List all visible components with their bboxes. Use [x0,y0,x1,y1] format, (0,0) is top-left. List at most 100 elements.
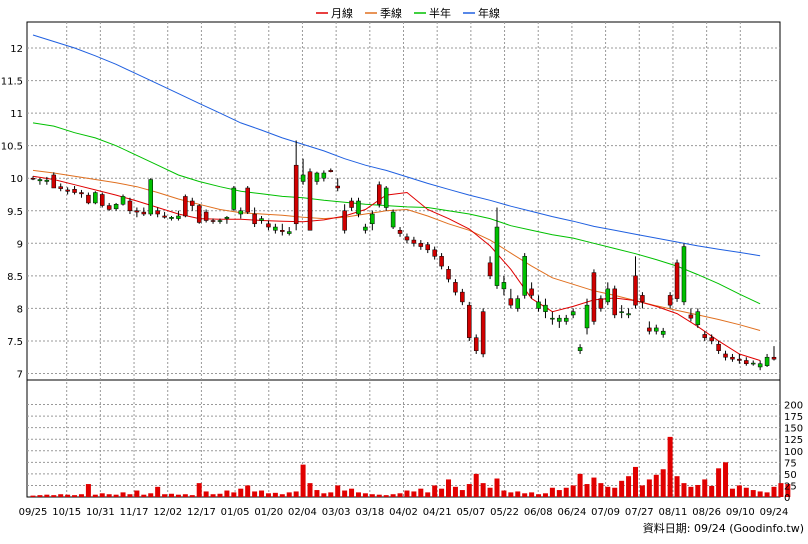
candle-body [404,236,410,241]
volume-bar [466,484,472,497]
candle-body [37,179,43,182]
candle-body [314,172,320,182]
candle-body [411,239,417,244]
price-tick-label: 9 [17,239,23,250]
volume-bar [764,492,770,497]
moving-average-lines [32,34,761,361]
candle-body [695,311,701,325]
volume-bar [293,491,299,497]
candle-body [210,220,216,222]
volume-bar [750,490,756,497]
candle-body [480,311,486,355]
candle-body [245,187,250,213]
volume-bar [681,483,687,497]
candle-body [688,314,694,319]
volume-bar [729,488,735,497]
candle-body [647,327,652,332]
volume-bar [44,494,50,497]
volume-bar [245,485,251,497]
volume-bar [549,487,555,497]
candle-body [522,256,527,296]
volume-bar [390,494,396,497]
candle-body [342,210,347,231]
volume-bar [577,473,583,497]
volume-bar [529,492,535,497]
candle-body [660,330,666,335]
candle-body [557,317,562,322]
candle-body [259,218,264,221]
volume-bar [446,479,452,497]
volume-bar [148,493,154,497]
volume-bar [598,483,604,497]
candle-body [176,215,181,219]
volume-bar [563,487,569,497]
date-tick-label: 10/15 [52,507,81,518]
candle-body [654,327,659,332]
candle-body [30,177,36,180]
volume-bar [238,488,244,497]
candle-body [543,304,548,312]
volume-bar [501,490,507,497]
volume-bar [210,494,216,497]
volume-bar [369,494,375,497]
volume-bar [92,494,98,497]
volume-bar [570,485,576,497]
volume-bar [231,492,237,497]
volume-bar [78,494,84,497]
candle-body [467,304,472,338]
candle-body [300,174,306,182]
volume-bar [30,495,36,497]
price-tick-label: 8 [17,304,23,315]
volume-bar [674,476,680,497]
candle-body [744,360,749,364]
volume-bar [716,468,722,497]
candle-body [674,262,680,299]
candle-body [550,317,555,320]
candle-body [757,363,763,368]
candle-body [529,288,534,296]
price-tick-label: 10.5 [1,142,23,153]
volume-tick-label: 50 [784,470,797,481]
legend: 月線 季線 半年 年線 [316,6,500,20]
volume-bar [362,493,368,497]
candle-body [709,337,714,342]
volume-bar [155,486,161,497]
date-tick-label: 09/24 [760,507,789,518]
date-tick-label: 12/17 [187,507,216,518]
footer-text: 資料日期: 09/24 (Goodinfo.tw) [643,521,804,535]
volume-bar [37,495,43,497]
legend-label: 半年 [429,6,451,20]
candle-body [155,210,160,215]
volume-bar [536,494,542,497]
candle-body [453,282,458,293]
candle-body [79,192,84,195]
candle-body [148,179,153,215]
volume-bar [723,462,729,497]
candle-body [577,347,583,351]
volume-bar [106,494,112,497]
volume-bar [695,484,701,497]
volume-bar [612,487,618,497]
volume-bar [259,490,265,497]
candle-body [494,226,500,286]
volume-tick-label: 75 [784,458,797,469]
candle-body [328,170,334,172]
candle-body [349,200,354,208]
volume-bar [736,485,742,497]
legend-label: 季線 [380,6,402,20]
volume-bar [397,493,403,497]
legend-label: 月線 [331,6,353,20]
ma-year-line [32,34,761,257]
volume-bar [376,494,382,497]
candle-body [134,210,140,213]
volume-bar [605,486,611,497]
volume-bar [660,469,666,497]
volume-bar [141,494,147,497]
price-tick-label: 8.5 [7,272,23,283]
candle-body [487,262,493,277]
volume-bar [653,474,659,497]
price-tick-label: 7 [17,369,23,380]
candle-body [203,211,209,221]
date-tick-label: 06/24 [557,507,586,518]
volume-bar [743,487,749,497]
